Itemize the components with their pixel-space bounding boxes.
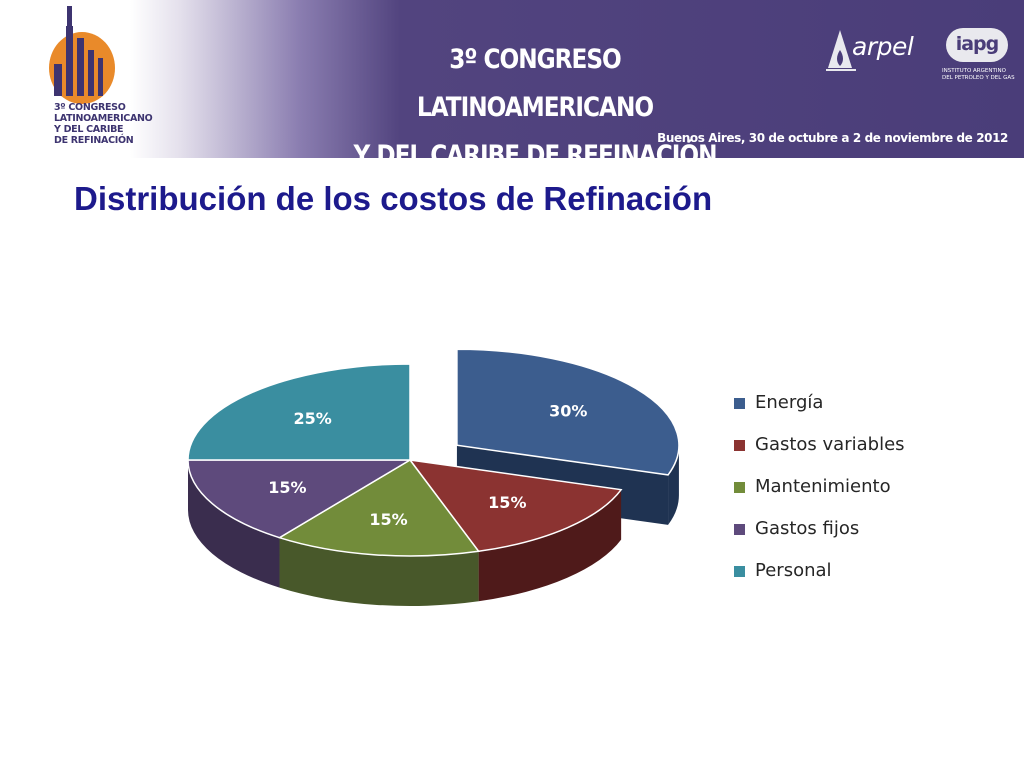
pie-side-mantenimiento: [279, 537, 479, 607]
event-date: Buenos Aires, 30 de octubre a 2 de novie…: [657, 131, 1008, 145]
refinery-logo-icon: [49, 6, 115, 104]
arpel-name: arpel: [852, 32, 914, 61]
congress-logo: 3º CONGRESO LATINOAMERICANO Y DEL CARIBE…: [40, 4, 153, 158]
logo-text-line: Y DEL CARIBE: [54, 124, 124, 135]
arpel-logo: arpel: [826, 28, 936, 74]
pie-slice-energia: [456, 348, 680, 476]
iapg-logo: iapg INSTITUTO ARGENTINO DEL PETROLEO Y …: [942, 28, 1015, 90]
logo-text: 3º CONGRESO LATINOAMERICANO Y DEL CARIBE…: [54, 102, 153, 146]
pie-label-mantenimiento: 15%: [369, 510, 407, 529]
congress-title-line2: Y DEL CARIBE DE REFINACIÓN: [353, 140, 717, 171]
pie-slice-gastos-fijos: [187, 459, 413, 539]
legend-swatch: [734, 482, 745, 493]
pie-side-gastos-variables: [478, 489, 622, 602]
header-banner: 3º CONGRESO LATINOAMERICANO Y DEL CARIBE…: [0, 0, 1024, 171]
legend-swatch: [734, 566, 745, 577]
pie-slice-personal: [187, 363, 411, 461]
logo-text-line: LATINOAMERICANO: [54, 113, 153, 124]
iapg-subtitle: INSTITUTO ARGENTINO DEL PETROLEO Y DEL G…: [942, 68, 1016, 82]
legend-label: Gastos variables: [755, 434, 905, 455]
pie-label-gastos-fijos: 15%: [268, 478, 306, 497]
legend-label: Personal: [755, 560, 832, 581]
congress-title: 3º CONGRESO LATINOAMERICANO Y DEL CARIBE…: [333, 36, 737, 180]
legend-swatch: [734, 524, 745, 535]
congress-title-line1: 3º CONGRESO LATINOAMERICANO: [416, 44, 654, 123]
iapg-subtitle-line2: DEL PETROLEO Y DEL GAS: [942, 75, 1015, 81]
legend-swatch: [734, 398, 745, 409]
iapg-name: iapg: [955, 33, 1000, 55]
iapg-badge: iapg: [946, 28, 1008, 62]
pie-label-personal: 25%: [294, 409, 332, 428]
pie-tops: [187, 348, 680, 557]
pie-side-gastos-fijos: [188, 460, 280, 588]
pie-slice-gastos-variables: [408, 459, 623, 553]
pie-slice-mantenimiento: [277, 459, 480, 557]
pie-label-gastos-variables: 15%: [488, 493, 526, 512]
pie-side-energia: [668, 445, 679, 525]
slide-title: Distribución de los costos de Refinación: [74, 180, 713, 217]
legend-swatch: [734, 440, 745, 451]
legend-label: Gastos fijos: [755, 518, 860, 539]
logo-text-line: 3º CONGRESO: [54, 102, 126, 113]
legend-label: Mantenimiento: [755, 476, 891, 497]
pie-label-energia: 30%: [549, 401, 587, 420]
iapg-subtitle-line1: INSTITUTO ARGENTINO: [942, 68, 1006, 74]
legend-label: Energía: [755, 392, 824, 413]
pie-labels: 30% 15% 15% 15% 25%: [268, 401, 587, 529]
logo-text-line: DE REFINACIÓN: [54, 135, 134, 146]
